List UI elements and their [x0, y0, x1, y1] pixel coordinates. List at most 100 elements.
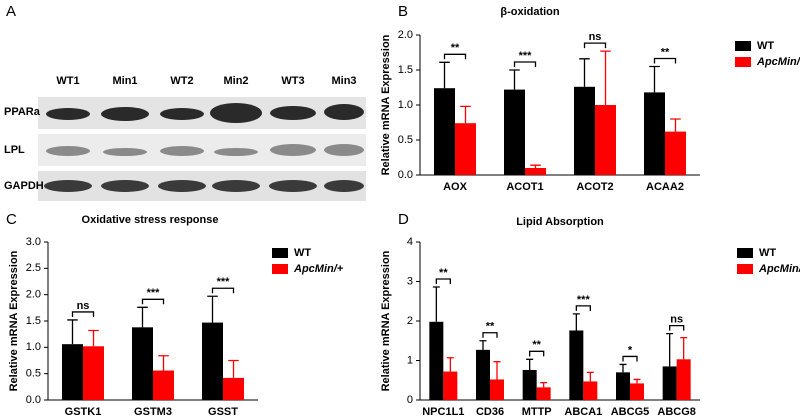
legend-swatch — [737, 248, 753, 258]
bar — [62, 344, 83, 400]
error-bar — [479, 340, 487, 350]
significance-label: ** — [532, 339, 541, 351]
error-bar — [680, 336, 688, 360]
panel-label: A — [6, 3, 16, 20]
y-axis-label: Relative mRNA Expression — [380, 34, 392, 175]
significance-label: *** — [519, 50, 533, 62]
row-label: GAPDH — [4, 180, 44, 192]
bar — [490, 379, 504, 400]
x-tick-label: GSTK1 — [65, 406, 102, 416]
error-bar — [439, 61, 450, 89]
bar — [569, 330, 584, 400]
error-bar — [446, 357, 454, 372]
significance-bracket — [443, 53, 467, 60]
significance-label: *** — [147, 287, 161, 299]
x-tick-label: AOX — [443, 181, 468, 193]
bar — [665, 131, 686, 175]
error-bar — [137, 306, 148, 328]
bar — [223, 377, 244, 400]
x-tick-label: CD36 — [476, 406, 504, 416]
x-tick-label: ABCG8 — [657, 406, 696, 416]
error-bar — [530, 164, 541, 168]
error-bar — [600, 50, 611, 105]
y-tick-label: 2.0 — [26, 289, 41, 301]
y-tick-label: 1.0 — [26, 341, 41, 353]
panel-label: D — [398, 211, 409, 228]
y-tick-label: 2.0 — [398, 29, 413, 41]
y-tick-label: 1 — [407, 354, 413, 366]
row-label: LPL — [4, 144, 25, 156]
y-tick-label: 0.5 — [26, 368, 41, 380]
significance-label: ** — [661, 46, 670, 58]
x-tick-label: GSST — [208, 406, 238, 416]
error-bar — [228, 359, 239, 378]
lane-label: Min2 — [223, 75, 248, 87]
x-tick-label: ACOT2 — [576, 181, 613, 193]
y-tick-label: 0.0 — [26, 394, 41, 406]
y-tick-label: 3 — [407, 275, 413, 287]
error-bar — [432, 286, 440, 322]
bar — [476, 349, 490, 400]
y-axis-label: Relative mRNA Expression — [380, 250, 392, 391]
bar — [676, 359, 691, 400]
bar — [583, 381, 598, 400]
y-tick-label: 4 — [407, 236, 413, 248]
x-tick-label: ACAA2 — [646, 181, 684, 193]
significance-label: * — [628, 344, 633, 356]
bar — [202, 322, 223, 400]
bar — [525, 168, 546, 175]
significance-bracket — [653, 57, 677, 64]
y-tick-label: 2.5 — [26, 262, 41, 274]
significance-label: ** — [486, 321, 495, 333]
bar — [153, 370, 174, 400]
x-tick-label: GSTM3 — [134, 406, 172, 416]
error-bar — [572, 313, 580, 331]
significance-bracket — [71, 311, 95, 317]
error-bar — [493, 361, 501, 380]
significance-bracket — [482, 332, 498, 338]
legend-label: ApcMin/+ — [293, 263, 344, 275]
legend-swatch — [272, 248, 288, 258]
legend-label: WT — [757, 40, 774, 52]
panel-label: B — [398, 3, 408, 20]
legend-swatch — [737, 264, 753, 274]
lane-label: Min1 — [112, 75, 137, 87]
bar — [536, 387, 551, 400]
x-tick-label: ACOT1 — [506, 181, 543, 193]
bar — [662, 366, 677, 400]
bar — [595, 105, 616, 175]
chart-title: β-oxidation — [500, 6, 560, 18]
bar — [83, 346, 104, 400]
significance-bracket — [141, 298, 165, 305]
error-bar — [586, 371, 594, 382]
error-bar — [649, 65, 660, 93]
y-axis-label: Relative mRNA Expression — [8, 250, 20, 391]
significance-bracket — [435, 278, 451, 285]
error-bar — [670, 118, 681, 132]
legend-label: ApcMin/+ — [756, 56, 800, 68]
y-tick-label: 0 — [407, 394, 413, 406]
error-bar — [579, 58, 590, 87]
error-bar — [460, 105, 471, 124]
chart-title: Oxidative stress response — [82, 214, 219, 226]
y-tick-label: 0.0 — [398, 169, 413, 181]
significance-bracket — [529, 350, 545, 357]
y-tick-label: 3.0 — [26, 236, 41, 248]
chart-title: Lipid Absorption — [516, 216, 604, 228]
bar — [630, 383, 644, 400]
significance-label: ** — [439, 267, 448, 279]
bar — [522, 369, 537, 400]
significance-bracket — [211, 287, 235, 294]
legend-swatch — [272, 264, 288, 274]
significance-bracket — [622, 355, 638, 362]
y-tick-label: 1.5 — [26, 315, 41, 327]
x-tick-label: NPC1L1 — [422, 406, 464, 416]
error-bar — [619, 363, 627, 373]
legend-label: ApcMin/+ — [758, 263, 800, 275]
bar — [644, 92, 665, 175]
x-tick-label: ABCA1 — [564, 406, 602, 416]
error-bar — [540, 381, 548, 388]
significance-label: ns — [670, 314, 683, 326]
error-bar — [88, 329, 99, 347]
